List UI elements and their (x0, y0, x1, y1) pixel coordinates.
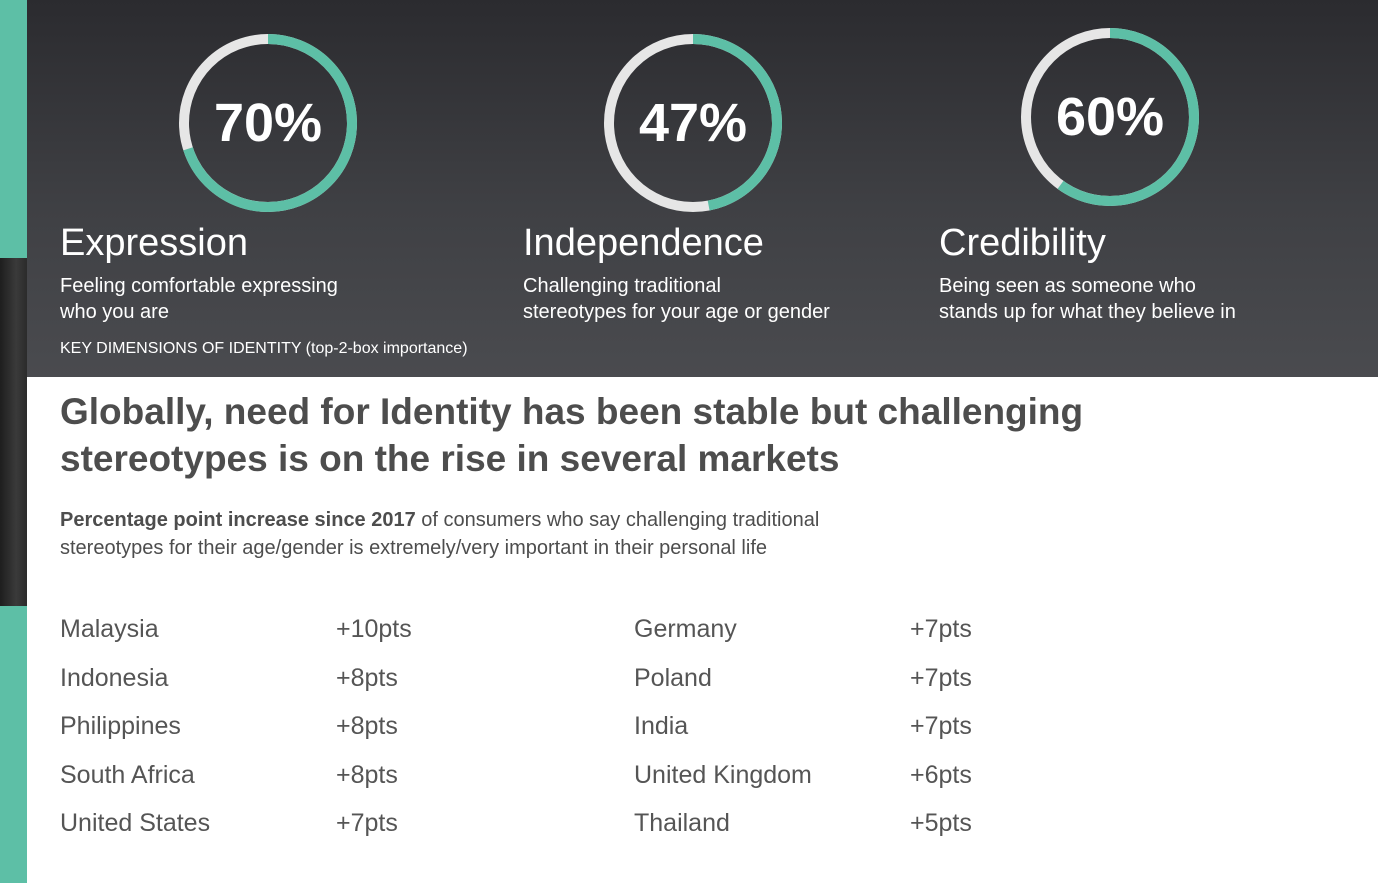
country-label: South Africa (60, 760, 195, 789)
headline-line: Globally, need for Identity has been sta… (60, 391, 1084, 432)
headline-line: stereotypes is on the rise in several ma… (60, 438, 840, 479)
ring-independence-svg (604, 34, 782, 212)
value-label: +10pts (336, 615, 412, 643)
country-label: Malaysia (60, 615, 159, 643)
left-photo-edge (0, 258, 27, 606)
value-label: +7pts (910, 712, 972, 740)
ring-arc-expression (179, 34, 357, 212)
country-label: Indonesia (60, 663, 169, 692)
key-dimensions-label: KEY DIMENSIONS OF IDENTITY (top-2-box im… (60, 340, 468, 357)
value-label: +7pts (910, 663, 972, 692)
dimension-desc-expression: Feeling comfortable expressing who you a… (60, 273, 420, 325)
value-label: +8pts (336, 663, 398, 692)
country-label: United Kingdom (634, 760, 812, 789)
ring-value-independence: 47% (638, 93, 748, 153)
value-label: +5pts (910, 809, 972, 837)
value-label: +8pts (336, 712, 398, 740)
desc-line: Being seen as someone who (939, 275, 1196, 297)
ring-value-credibility: 60% (1055, 87, 1165, 147)
country-label: Philippines (60, 712, 181, 740)
dimension-desc-credibility: Being seen as someone who stands up for … (939, 273, 1339, 325)
dimension-title-independence: Independence (523, 222, 764, 264)
value-label: +7pts (336, 809, 398, 837)
desc-line: who you are (60, 301, 169, 323)
desc-line: stands up for what they believe in (939, 301, 1236, 323)
dimension-title-credibility: Credibility (939, 222, 1106, 264)
desc-line: stereotypes for your age or gender (523, 301, 830, 323)
country-label: Thailand (634, 809, 730, 837)
country-label: United States (60, 809, 211, 837)
subtitle-line: Percentage point increase since 2017 of … (60, 506, 1060, 534)
value-label: +7pts (910, 615, 972, 643)
ring-expression: 70% (173, 28, 363, 218)
desc-line: Feeling comfortable expressing (60, 275, 338, 297)
desc-line: Challenging traditional (523, 275, 721, 297)
value-label: +6pts (910, 760, 972, 789)
dimension-title-expression: Expression (60, 222, 248, 264)
subtitle-line: stereotypes for their age/gender is extr… (60, 537, 768, 559)
ring-arc-independence (604, 34, 782, 212)
country-label: Poland (634, 663, 712, 692)
ring-independence: 47% (598, 28, 788, 218)
ring-expression-svg (179, 34, 357, 212)
subtitle-bold: Percentage point increase since 2017 (60, 509, 416, 531)
country-label: India (634, 712, 689, 740)
dimension-desc-independence: Challenging traditional stereotypes for … (523, 273, 923, 325)
country-label: Germany (634, 615, 737, 643)
headline: Globally, need for Identity has been sta… (60, 388, 1260, 482)
ring-credibility: 60% (1015, 22, 1205, 212)
value-label: +8pts (336, 760, 398, 789)
ring-arc-credibility (1021, 28, 1199, 206)
subtitle-rest: of consumers who say challenging traditi… (415, 509, 820, 531)
ring-credibility-svg (1021, 28, 1199, 206)
subtitle: Percentage point increase since 2017 of … (60, 506, 1060, 562)
ring-value-expression: 70% (213, 93, 323, 153)
